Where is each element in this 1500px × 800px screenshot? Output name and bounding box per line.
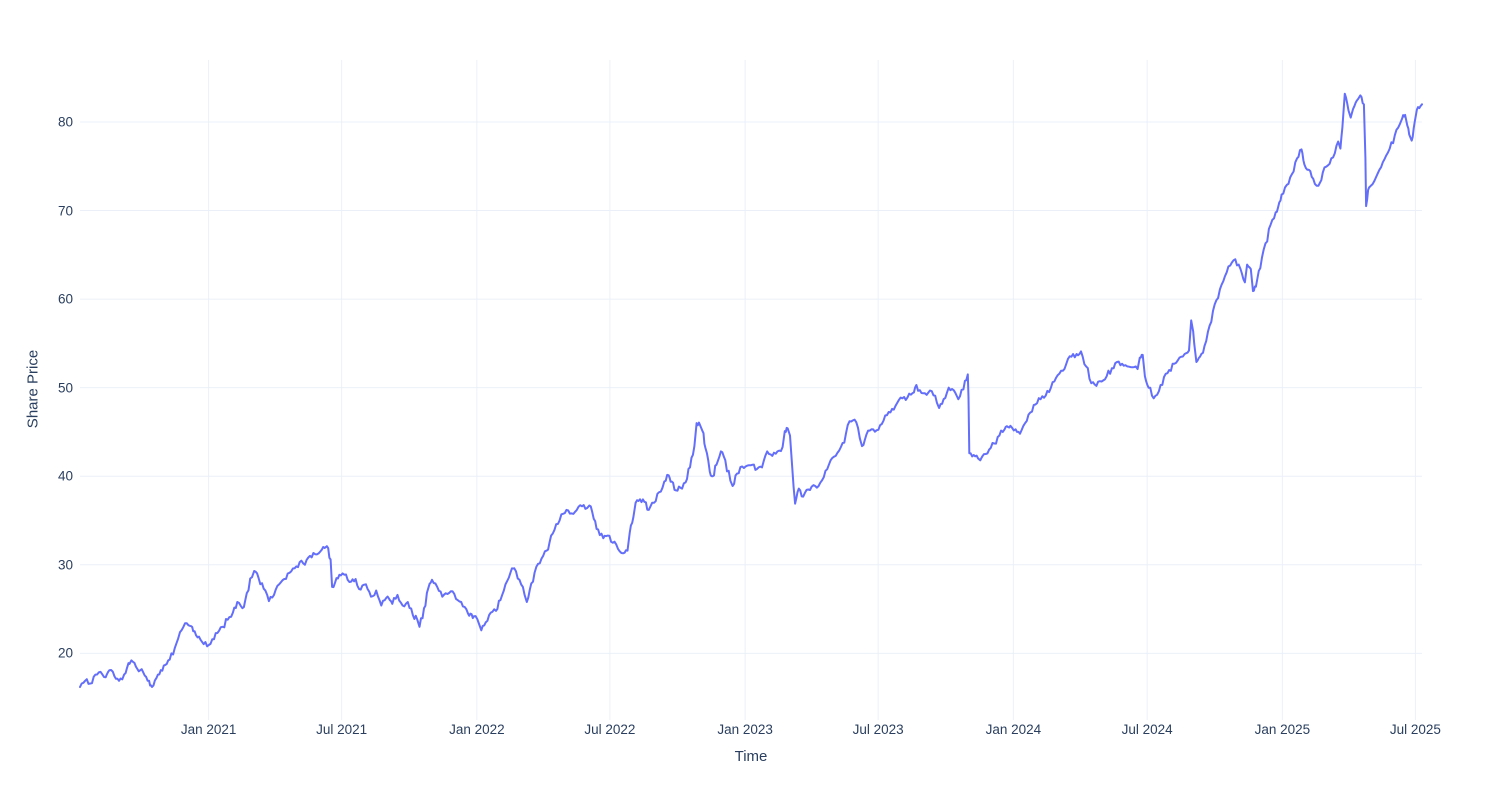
- y-axis-title: Share Price: [24, 349, 42, 429]
- plot-area[interactable]: [80, 60, 1422, 718]
- x-tick-label: Jul 2021: [316, 722, 368, 737]
- x-tick-label: Jan 2025: [1254, 722, 1311, 737]
- x-tick-label: Jul 2024: [1121, 722, 1173, 737]
- x-tick-label: Jul 2022: [584, 722, 636, 737]
- y-tick-label: 50: [57, 379, 73, 395]
- x-tick-label: Jan 2024: [985, 722, 1042, 737]
- x-axis-title: Time: [734, 748, 768, 765]
- y-tick-label: 30: [57, 557, 73, 573]
- x-tick-label: Jul 2023: [852, 722, 904, 737]
- x-tick-label: Jan 2021: [180, 722, 237, 737]
- y-tick-label: 20: [57, 645, 73, 661]
- x-tick-label: Jan 2023: [717, 722, 773, 737]
- y-tick-label: 60: [57, 291, 73, 307]
- gridlines: [80, 60, 1422, 720]
- y-tick-label: 70: [57, 202, 73, 218]
- y-tick-label: 40: [57, 468, 73, 484]
- x-tick-label: Jul 2025: [1389, 722, 1441, 737]
- price-line: [79, 92, 1423, 688]
- y-tick-label: 80: [57, 114, 73, 130]
- x-tick-label: Jan 2022: [449, 722, 505, 737]
- share-price-series-line: [79, 92, 1423, 688]
